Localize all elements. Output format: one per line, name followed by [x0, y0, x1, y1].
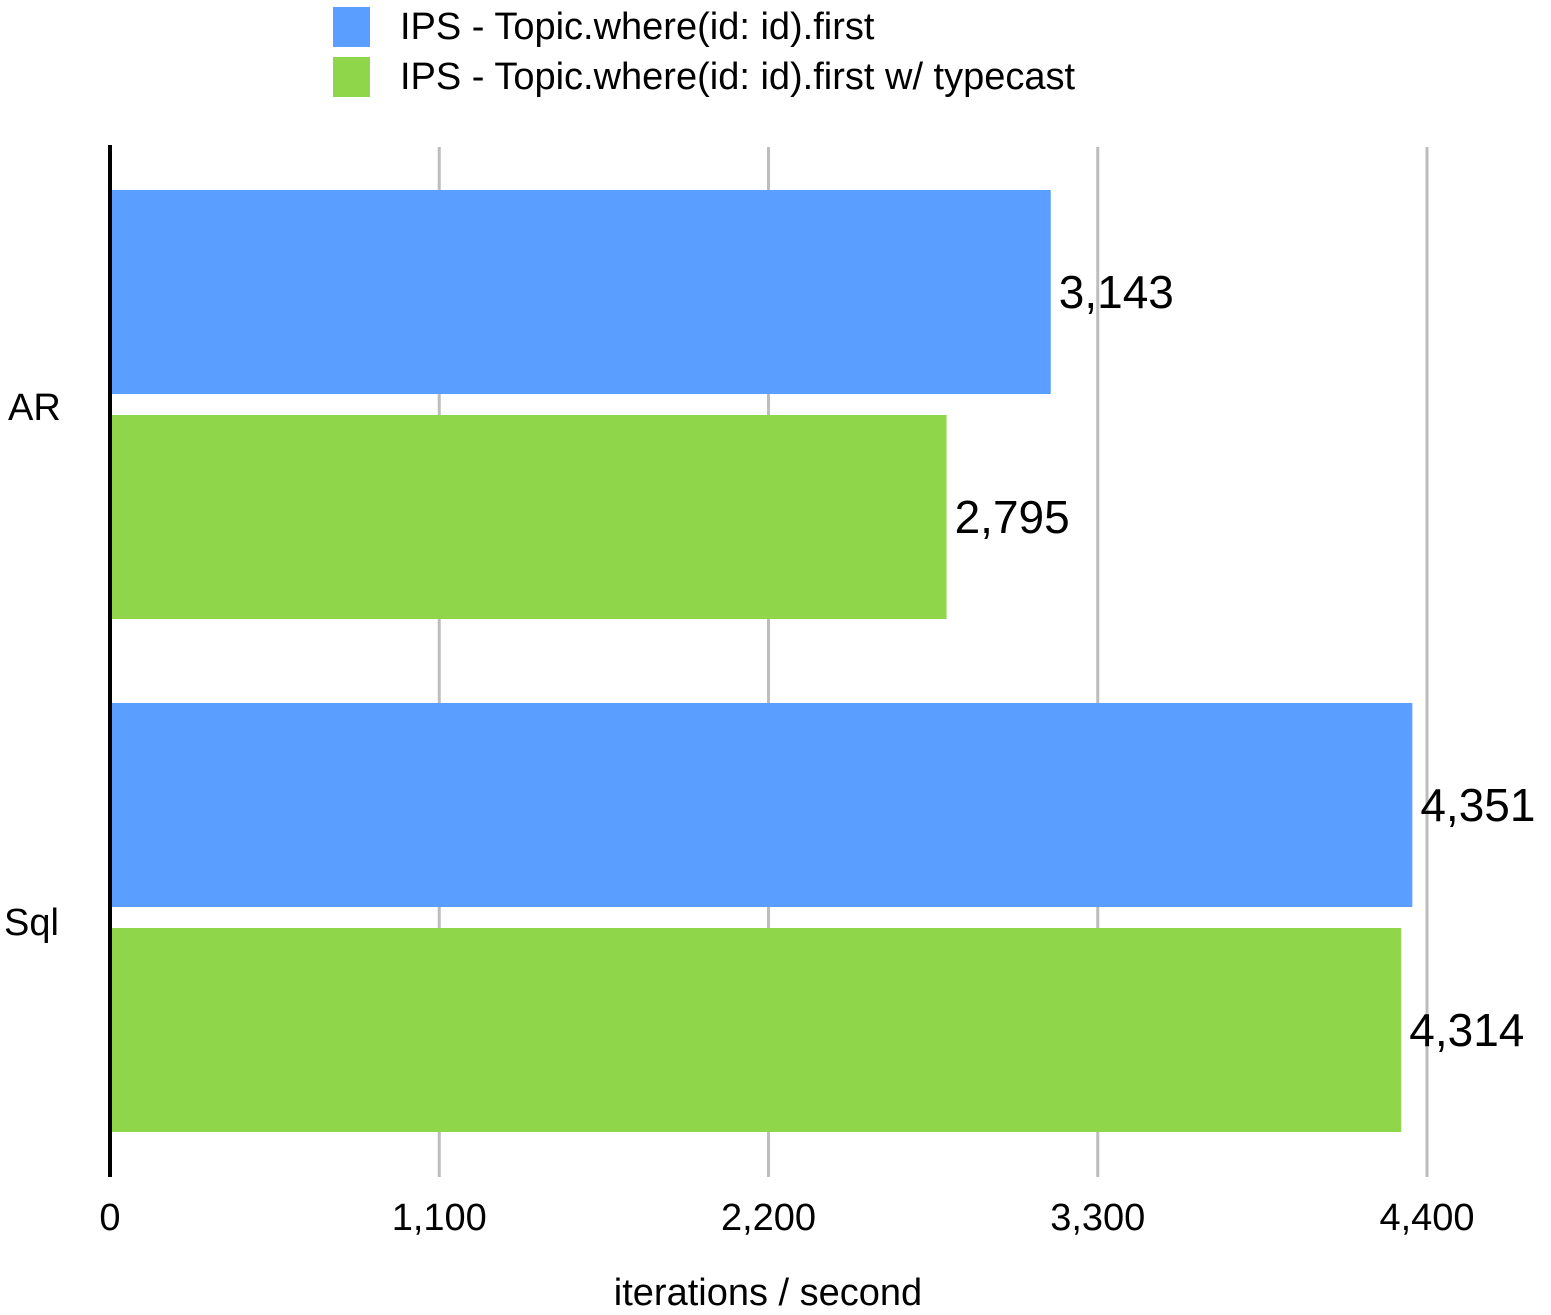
- legend-item-series-2: IPS - Topic.where(id: id).first w/ typec…: [333, 52, 1075, 102]
- category-label-ar: AR: [8, 387, 61, 429]
- legend-swatch-series-1: [333, 7, 370, 47]
- bar-sql-series-1: [110, 703, 1413, 907]
- value-label-ar-series-2: 2,795: [955, 491, 1070, 543]
- bar-ar-series-1: [110, 190, 1051, 394]
- bars: [110, 190, 1413, 1132]
- legend-item-series-1: IPS - Topic.where(id: id).first: [333, 2, 1075, 52]
- x-tick-label-4: 4,400: [1379, 1197, 1474, 1239]
- bar-sql-series-2: [110, 928, 1402, 1132]
- x-tick-label-0: 0: [99, 1197, 120, 1239]
- value-label-sql-series-1: 4,351: [1420, 779, 1535, 831]
- value-label-ar-series-1: 3,143: [1059, 266, 1174, 318]
- x-axis-title: iterations / second: [614, 1272, 922, 1314]
- category-label-sql: Sql: [4, 902, 59, 944]
- labels: 3,143 2,795 AR 4,351 4,314 Sql 0 1,100 2,200 3,30…: [4, 266, 1535, 1314]
- legend-label-series-2: IPS - Topic.where(id: id).first w/ typec…: [400, 55, 1076, 98]
- legend: IPS - Topic.where(id: id).first IPS - To…: [333, 2, 1075, 102]
- bar-ar-series-2: [110, 415, 947, 619]
- x-tick-label-2: 2,200: [721, 1197, 816, 1239]
- x-tick-label-3: 3,300: [1050, 1197, 1145, 1239]
- legend-label-series-1: IPS - Topic.where(id: id).first: [400, 5, 875, 48]
- legend-swatch-series-2: [333, 57, 370, 97]
- value-label-sql-series-2: 4,314: [1409, 1004, 1524, 1056]
- x-tick-label-1: 1,100: [392, 1197, 487, 1239]
